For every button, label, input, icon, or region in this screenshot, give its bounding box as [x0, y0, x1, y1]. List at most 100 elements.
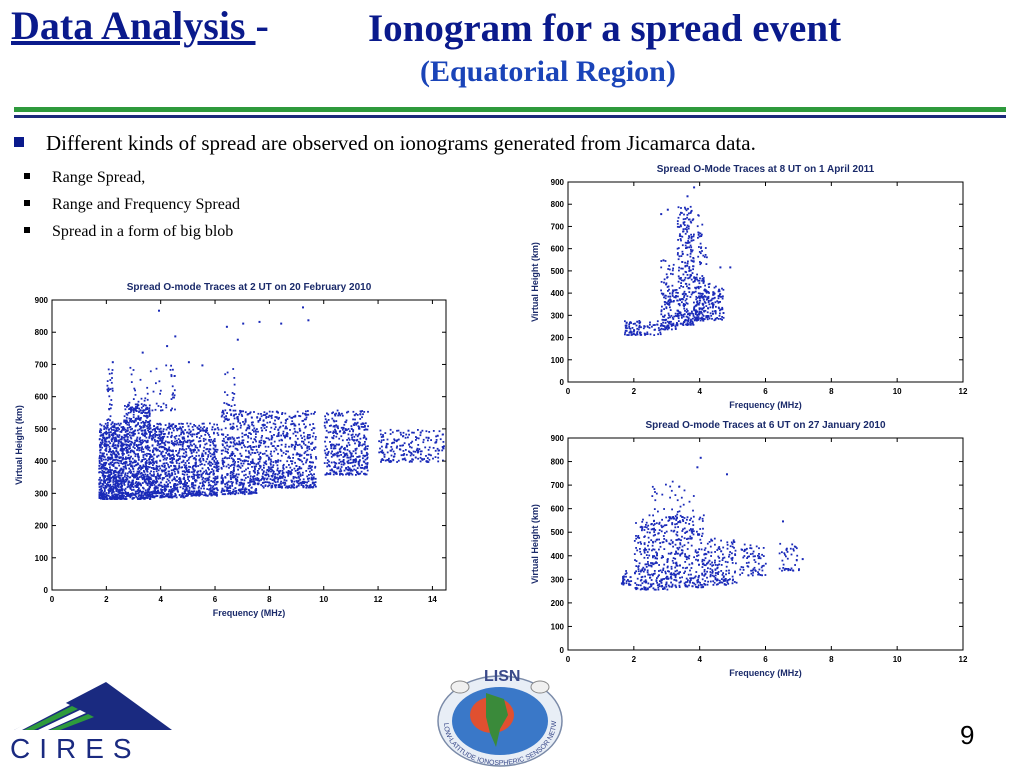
data-point — [181, 445, 184, 448]
data-point — [154, 460, 157, 463]
data-point — [212, 491, 215, 493]
data-point — [154, 492, 157, 495]
ionogram-chart-apr-2011: Spread O-Mode Traces at 8 UT on 1 April … — [530, 164, 968, 410]
data-point — [213, 431, 215, 434]
data-point — [168, 495, 171, 498]
data-point — [132, 468, 135, 470]
data-point — [240, 410, 243, 413]
data-point — [307, 441, 310, 444]
data-point — [255, 445, 258, 448]
data-point — [235, 442, 238, 445]
data-point — [236, 428, 239, 431]
data-point — [434, 441, 437, 444]
data-point — [415, 449, 418, 452]
data-point — [105, 430, 108, 433]
data-point — [386, 438, 389, 441]
data-point — [721, 318, 723, 321]
data-point — [196, 446, 199, 449]
data-point — [192, 428, 195, 431]
data-point — [116, 435, 119, 438]
data-point — [232, 481, 234, 484]
data-point — [161, 491, 163, 493]
data-point — [172, 423, 175, 426]
data-point — [628, 323, 631, 326]
data-point — [298, 471, 301, 474]
data-point — [138, 438, 141, 440]
data-point — [356, 422, 358, 425]
data-point — [328, 465, 331, 468]
data-point — [191, 485, 193, 488]
data-point — [313, 447, 315, 449]
data-point — [393, 438, 396, 441]
data-point — [175, 484, 178, 487]
data-point — [148, 435, 151, 438]
data-point — [199, 493, 202, 495]
data-point — [193, 487, 196, 490]
data-point — [143, 423, 146, 426]
data-point — [705, 305, 708, 307]
data-point — [269, 468, 272, 470]
data-point — [717, 297, 720, 300]
data-point — [144, 412, 147, 414]
data-point — [125, 479, 128, 482]
data-point — [158, 433, 161, 436]
data-point — [148, 420, 151, 423]
data-point — [144, 458, 147, 460]
data-point — [123, 443, 126, 446]
data-point — [236, 443, 239, 446]
data-point — [290, 460, 292, 462]
data-point — [229, 476, 232, 479]
data-point — [677, 317, 680, 320]
data-point — [276, 445, 279, 447]
data-point — [118, 464, 121, 467]
data-point — [142, 405, 145, 407]
data-point — [172, 368, 174, 371]
data-point — [268, 481, 270, 484]
data-point — [291, 417, 294, 419]
data-point — [120, 422, 122, 425]
data-point — [265, 437, 268, 439]
data-point — [154, 434, 157, 437]
data-point — [164, 469, 167, 471]
data-point — [310, 457, 313, 459]
data-point — [198, 493, 200, 495]
data-point — [156, 444, 159, 447]
data-point — [682, 253, 684, 255]
data-point — [247, 463, 250, 466]
data-point — [168, 425, 170, 428]
data-point — [100, 467, 102, 470]
data-point — [181, 443, 184, 446]
data-point — [125, 420, 128, 423]
data-point — [198, 459, 201, 461]
data-point — [332, 471, 335, 473]
data-point — [356, 456, 359, 458]
data-point — [298, 458, 301, 461]
data-point — [389, 461, 391, 463]
data-point — [712, 306, 714, 309]
data-point — [125, 496, 127, 498]
data-point — [175, 460, 178, 463]
data-point — [259, 466, 262, 469]
data-point — [239, 452, 242, 455]
data-point — [276, 469, 279, 472]
data-point — [306, 458, 309, 461]
data-point — [139, 409, 142, 411]
data-point — [107, 456, 110, 459]
data-point — [341, 428, 344, 431]
data-point — [214, 492, 217, 495]
data-point — [671, 328, 673, 331]
data-point — [625, 330, 628, 332]
data-point — [293, 423, 296, 426]
data-point — [125, 419, 127, 422]
data-point — [155, 434, 158, 436]
data-point — [210, 493, 213, 496]
data-point — [638, 324, 641, 327]
data-point — [146, 477, 148, 480]
data-point — [226, 481, 229, 484]
data-point — [155, 485, 157, 488]
data-point — [103, 428, 106, 430]
data-point — [212, 470, 215, 473]
data-point — [132, 369, 135, 371]
data-point — [282, 465, 285, 467]
data-point — [155, 449, 158, 452]
